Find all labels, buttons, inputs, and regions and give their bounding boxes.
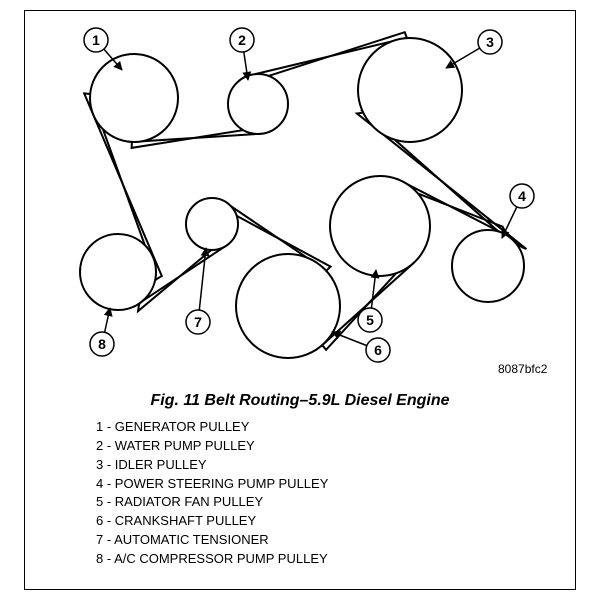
- callout-number-3: 3: [486, 34, 494, 50]
- reference-code: 8087bfc2: [498, 362, 547, 376]
- belt-routing-diagram: 1 2 3 4 56 7 8: [60, 26, 540, 356]
- pulley-4: [452, 230, 524, 302]
- legend-item: 7 - AUTOMATIC TENSIONER: [96, 531, 328, 550]
- callout-number-7: 7: [194, 314, 202, 330]
- legend-item: 8 - A/C COMPRESSOR PUMP PULLEY: [96, 550, 328, 569]
- callout-number-4: 4: [518, 188, 526, 204]
- callout-number-5: 5: [366, 312, 374, 328]
- callout-number-1: 1: [92, 32, 100, 48]
- figure-caption: Fig. 11 Belt Routing–5.9L Diesel Engine: [0, 392, 600, 410]
- pulley-2: [228, 74, 288, 134]
- legend-item: 6 - CRANKSHAFT PULLEY: [96, 512, 328, 531]
- legend-item: 1 - GENERATOR PULLEY: [96, 418, 328, 437]
- callout-number-2: 2: [238, 32, 246, 48]
- legend: 1 - GENERATOR PULLEY2 - WATER PUMP PULLE…: [96, 418, 328, 569]
- pulley-5: [330, 176, 430, 276]
- pulley-3: [358, 38, 462, 142]
- pulley-7: [186, 198, 238, 250]
- legend-item: 3 - IDLER PULLEY: [96, 456, 328, 475]
- pulley-1: [90, 54, 178, 142]
- pulley-8: [80, 234, 156, 310]
- callout-number-8: 8: [98, 336, 106, 352]
- legend-item: 5 - RADIATOR FAN PULLEY: [96, 493, 328, 512]
- legend-item: 4 - POWER STEERING PUMP PULLEY: [96, 475, 328, 494]
- legend-item: 2 - WATER PUMP PULLEY: [96, 437, 328, 456]
- pulley-6: [236, 254, 340, 358]
- callout-number-6: 6: [374, 342, 382, 358]
